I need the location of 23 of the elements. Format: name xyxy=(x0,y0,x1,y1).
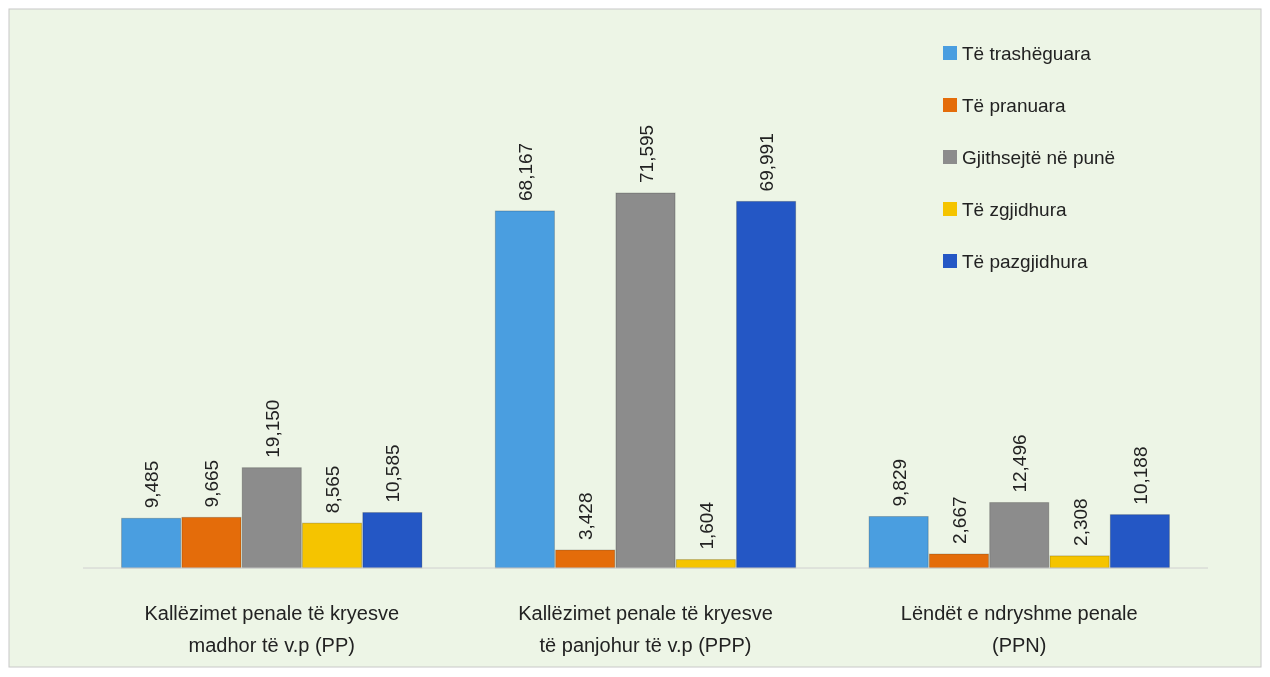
data-label: 69,991 xyxy=(756,133,778,192)
data-label: 68,167 xyxy=(514,142,536,201)
data-label: 9,665 xyxy=(201,459,223,508)
data-label: 12,496 xyxy=(1009,434,1031,493)
data-label: 1,604 xyxy=(695,501,717,550)
data-label: 9,485 xyxy=(141,460,163,509)
legend-label: Të zgjidhura xyxy=(962,199,1067,220)
legend-label: Të pazgjidhura xyxy=(962,251,1089,272)
data-label: 3,428 xyxy=(575,492,597,541)
data-label: 10,585 xyxy=(382,444,404,503)
data-label: 2,667 xyxy=(948,496,970,545)
legend-label: Gjithsejtë në punë xyxy=(962,147,1116,168)
data-label: 2,308 xyxy=(1069,498,1091,546)
data-label: 10,188 xyxy=(1129,446,1151,505)
x-tick-label: Kallëzimet penale të kryesve të panjohur të v.p (PPP) xyxy=(518,602,773,656)
data-label: 8,565 xyxy=(322,465,344,514)
legend-label: Të pranuara xyxy=(962,95,1066,116)
data-label: 19,150 xyxy=(261,399,283,458)
data-label: 9,829 xyxy=(888,458,910,507)
legend-label: Të trashëguara xyxy=(962,43,1092,64)
x-tick-label: Lëndët e ndryshme penale (PPN) xyxy=(900,602,1138,656)
data-label: 71,595 xyxy=(635,124,657,183)
x-tick-label: Kallëzimet penale të kryesve madhor të v.p (PP) xyxy=(144,602,400,656)
